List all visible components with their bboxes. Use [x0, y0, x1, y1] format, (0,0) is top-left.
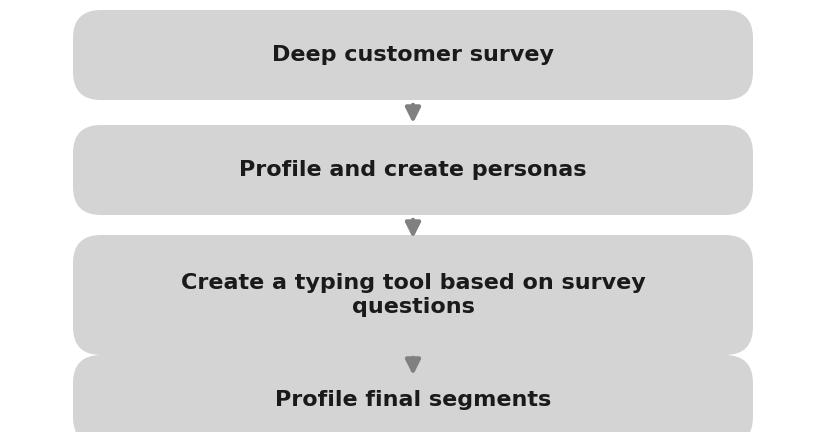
- Text: Profile final segments: Profile final segments: [275, 390, 551, 410]
- FancyBboxPatch shape: [73, 235, 753, 355]
- FancyBboxPatch shape: [73, 10, 753, 100]
- FancyBboxPatch shape: [73, 355, 753, 432]
- Text: Profile and create personas: Profile and create personas: [239, 160, 586, 180]
- FancyBboxPatch shape: [73, 125, 753, 215]
- Text: Deep customer survey: Deep customer survey: [272, 45, 554, 65]
- Text: Create a typing tool based on survey
questions: Create a typing tool based on survey que…: [180, 273, 645, 318]
